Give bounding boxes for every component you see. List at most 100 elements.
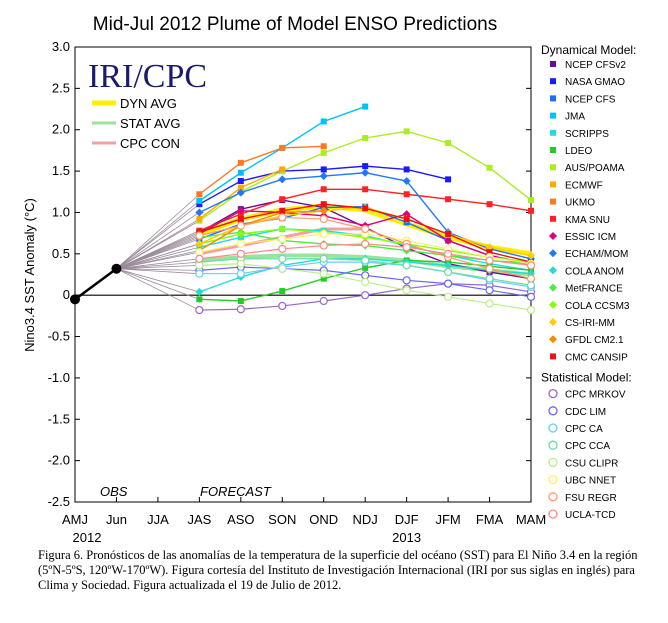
marker-ubc-nnet	[195, 248, 204, 257]
legend-marker-ldeo	[550, 147, 556, 153]
marker-cmc-cansip	[362, 205, 369, 212]
marker-ucla-tcd	[319, 241, 328, 250]
y-tick-label: 2.5	[52, 80, 70, 95]
marker-echam-mom	[236, 188, 245, 197]
legend-marker-ncep-cfs	[550, 95, 556, 102]
marker-ubc-nnet	[236, 239, 245, 248]
avg-legend-label: STAT AVG	[120, 116, 180, 131]
marker-cola-ccsm3	[278, 225, 287, 233]
average-legend: DYN AVG STAT AVG CPC CON	[92, 96, 180, 151]
legend-label-csu-clipr: CSU CLIPR	[565, 458, 618, 469]
marker-cola-anom	[195, 287, 204, 296]
x-tick-label: JJA	[147, 512, 169, 527]
y-tick-label: -2.5	[48, 494, 70, 509]
legend-marker-ecmwf	[550, 181, 556, 188]
marker-cola-anom	[444, 261, 453, 270]
anchor-connector	[116, 200, 200, 270]
marker-csu-clipr	[361, 277, 370, 287]
marker-cdc-lim	[443, 279, 453, 288]
y-axis-label: Nino3.4 SST Anomaly (°C)	[22, 198, 37, 352]
legend-label-cpc-mrkov: CPC MRKOV	[565, 390, 626, 401]
statistical-legend-title: Statistical Model:	[541, 371, 632, 385]
anchor-connector	[116, 246, 200, 270]
observed-point	[70, 294, 80, 305]
legend-marker-cola-anom	[549, 266, 557, 275]
legend-marker-csu-clipr	[548, 457, 558, 468]
marker-ldeo	[362, 264, 369, 271]
anchor-connector	[116, 268, 200, 293]
marker-ldeo	[279, 288, 286, 295]
anchor-connector	[116, 265, 200, 270]
legend-label-jma: JMA	[565, 112, 585, 123]
legend-label-nasa-gmao: NASA GMAO	[565, 77, 625, 88]
marker-cola-ccsm3	[236, 229, 245, 238]
marker-echam-mom	[361, 168, 370, 177]
marker-nasa-gmao	[362, 163, 369, 170]
marker-nasa-gmao	[320, 166, 327, 173]
obs-label: OBS	[100, 484, 128, 499]
marker-fsu-regr	[319, 214, 328, 224]
x-tick-label: AMJ	[62, 512, 88, 527]
marker-cpc-mrkov	[195, 305, 204, 315]
legend-marker-scripps	[550, 129, 556, 136]
legend-marker-cpc-ca	[548, 423, 558, 433]
marker-ucla-tcd	[278, 244, 287, 253]
marker-cpc-mrkov	[236, 305, 245, 314]
marker-ucla-tcd	[402, 243, 411, 252]
x-tick-label: SON	[268, 512, 296, 527]
marker-cpc-ca	[195, 269, 204, 278]
marker-csu-clipr	[526, 305, 536, 315]
legend-label-ubc-nnet: UBC NNET	[565, 476, 616, 487]
anchor-connector	[116, 268, 200, 311]
marker-ecmwf	[279, 166, 286, 173]
marker-aus-poama	[528, 197, 534, 204]
marker-cs-iri-mm	[195, 239, 204, 248]
logo-text: IRI/CPC	[88, 58, 207, 95]
x-tick-label: DJF	[395, 512, 419, 527]
marker-csu-clipr	[485, 299, 494, 308]
legend-label-metfrance: MetFRANCE	[565, 284, 623, 295]
marker-cpc-cca	[485, 274, 494, 283]
marker-nasa-gmao	[196, 201, 203, 208]
marker-csu-clipr	[278, 264, 287, 273]
marker-aus-poama	[486, 164, 493, 171]
x-tick-label: MAM	[516, 512, 546, 527]
legend-marker-cola-ccsm3	[549, 300, 557, 309]
avg-legend-label: CPC CON	[120, 136, 180, 151]
marker-cmc-cansip	[279, 207, 286, 214]
marker-nasa-gmao	[237, 178, 244, 185]
legend-marker-essic-icm	[549, 232, 557, 240]
marker-fsu-regr	[526, 274, 536, 283]
legend-marker-cpc-cca	[548, 440, 558, 450]
marker-aus-poama	[445, 139, 452, 146]
marker-cmc-cansip	[237, 216, 244, 223]
anchor-connector	[116, 212, 200, 270]
legend-label-fsu-regr: FSU REGR	[565, 493, 617, 504]
marker-fsu-regr	[236, 221, 245, 230]
legend-marker-kma-snu	[550, 215, 556, 222]
marker-ucla-tcd	[236, 249, 245, 258]
legend-marker-ukmo	[550, 198, 556, 205]
marker-cpc-mrkov	[361, 291, 370, 300]
marker-csu-clipr	[319, 269, 328, 278]
marker-kma-snu	[279, 196, 286, 203]
marker-csu-clipr	[195, 261, 204, 270]
year-label: 2013	[392, 530, 421, 545]
legend-marker-gfdl-cm2-1	[549, 335, 557, 344]
y-tick-label: 0	[63, 287, 70, 302]
marker-cpc-cca	[361, 256, 370, 265]
marker-kma-snu	[362, 186, 369, 193]
marker-ubc-nnet	[319, 229, 328, 239]
y-tick-label: -0.5	[48, 329, 70, 344]
y-tick-label: 1.0	[52, 204, 70, 219]
marker-ucla-tcd	[485, 256, 494, 265]
marker-ucla-tcd	[526, 261, 536, 270]
legend-marker-cmc-cansip	[550, 353, 556, 360]
marker-aus-poama	[320, 149, 327, 156]
plot-frame	[74, 46, 532, 503]
observed-line	[74, 267, 118, 301]
marker-essic-icm	[444, 236, 453, 245]
year-label: 2012	[73, 530, 102, 545]
marker-csu-clipr	[443, 292, 453, 301]
legend-marker-aus-poama	[550, 164, 556, 171]
